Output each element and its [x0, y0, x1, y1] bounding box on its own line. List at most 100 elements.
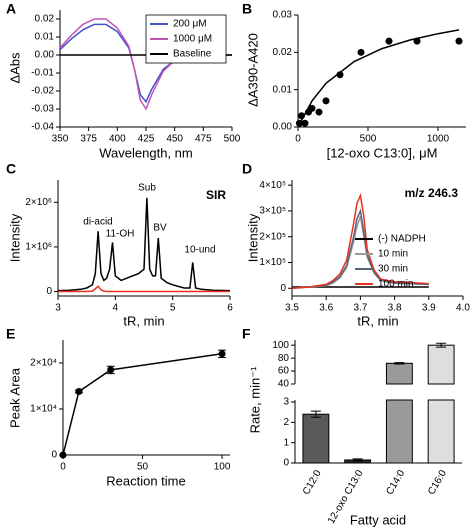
legend-label: Baseline — [173, 49, 212, 60]
y-axis-label: Peak Area — [7, 367, 22, 428]
x-tick-label: C14:0 — [384, 468, 407, 497]
y-tick-label: -0.04 — [31, 122, 54, 133]
data-point — [301, 119, 309, 127]
x-axis-label: Fatty acid — [350, 512, 406, 527]
y-tick-label: 3 — [283, 397, 289, 408]
y-axis-label: Intensity — [245, 213, 260, 262]
y-tick-label: 0.02 — [273, 47, 293, 58]
x-tick-label: C12:0 — [301, 468, 324, 497]
annotation: 10-und — [184, 245, 215, 256]
x-axis-label: Reaction time — [106, 473, 185, 488]
y-tick-label: 0 — [283, 458, 289, 469]
data-point — [315, 108, 323, 116]
data-point — [308, 104, 316, 112]
y-tick-label: 2×10⁶ — [25, 197, 52, 208]
data-point — [455, 37, 463, 45]
annotation: di-acid — [83, 217, 112, 228]
panel-letter: D — [242, 161, 252, 177]
y-tick-label: 2×10⁵ — [259, 231, 286, 242]
data-point — [322, 97, 330, 105]
legend-label: 1000 μM — [173, 34, 212, 45]
y-axis-label: ΔA390-A420 — [245, 33, 260, 107]
error-bar — [436, 342, 447, 348]
data-point — [218, 350, 226, 358]
x-tick-label: 350 — [52, 134, 69, 145]
x-tick-label: 3.9 — [422, 303, 436, 314]
x-tick-label: 0 — [60, 462, 66, 473]
bar — [427, 344, 455, 385]
data-line — [58, 285, 230, 293]
y-tick-label: 3×10⁵ — [259, 206, 286, 217]
x-tick-label: 0 — [295, 134, 301, 145]
y-tick-label: 1×10⁵ — [259, 257, 286, 268]
x-tick-label: 4.0 — [456, 303, 470, 314]
x-tick-label: 425 — [138, 134, 155, 145]
y-tick-label: 80 — [278, 353, 290, 364]
x-axis-label: tR, min — [123, 313, 164, 328]
y-tick-label: 0.00 — [273, 122, 293, 133]
y-axis-label: ΔAbs — [7, 52, 22, 84]
x-tick-label: 4 — [113, 303, 119, 314]
bar — [302, 413, 330, 464]
error-bar — [394, 362, 405, 365]
y-tick-label: 0.03 — [273, 10, 293, 21]
annotation: 11-OH — [106, 229, 135, 240]
subtitle: SIR — [206, 188, 226, 202]
annotation: BV — [153, 223, 167, 234]
x-tick-label: 1000 — [427, 134, 450, 145]
bar — [385, 362, 413, 385]
x-tick-label: C16:0 — [426, 468, 449, 497]
x-tick-label: 50 — [137, 462, 149, 473]
legend-label: 10 min — [378, 249, 408, 260]
legend-label: (-) NADPH — [378, 234, 426, 245]
x-tick-label: 500 — [224, 134, 241, 145]
panel-letter: E — [6, 326, 15, 342]
x-tick-label: 6 — [227, 303, 233, 314]
panel-letter: B — [242, 1, 252, 17]
annotation: Sub — [138, 183, 156, 194]
x-tick-label: 400 — [109, 134, 126, 145]
error-bar — [310, 410, 321, 418]
panel-letter: A — [6, 1, 16, 17]
y-tick-label: 1×10⁶ — [25, 242, 52, 253]
y-tick-label: 0.02 — [35, 14, 55, 25]
y-tick-label: 1×10⁴ — [30, 404, 57, 415]
x-axis-label: Wavelength, nm — [99, 145, 192, 160]
error-bar — [352, 458, 363, 462]
subtitle: m/z 246.3 — [405, 186, 459, 200]
x-tick-label: 375 — [80, 134, 97, 145]
x-tick-label: 500 — [360, 134, 377, 145]
y-tick-label: -0.02 — [31, 86, 54, 97]
data-point — [107, 366, 115, 374]
data-point — [357, 48, 365, 56]
y-tick-label: 0 — [51, 450, 57, 461]
data-point — [385, 37, 393, 45]
y-tick-label: 0.01 — [35, 32, 55, 43]
data-point — [75, 388, 83, 396]
legend-label: 100 min — [378, 279, 414, 290]
x-tick-label: 3.8 — [388, 303, 402, 314]
y-tick-label: 0.01 — [273, 84, 293, 95]
data-line — [62, 353, 223, 456]
bar — [385, 399, 413, 464]
data-point — [59, 451, 67, 459]
bar — [427, 399, 455, 464]
panel-letter: F — [242, 326, 251, 342]
legend-label: 200 μM — [173, 19, 207, 30]
y-tick-label: 100 — [272, 340, 289, 351]
data-line — [297, 29, 460, 128]
y-tick-label: 40 — [278, 379, 290, 390]
y-tick-label: 2×10⁴ — [30, 358, 57, 369]
y-tick-label: 2 — [283, 417, 289, 428]
x-axis-label: [12-oxo C13:0], μM — [327, 145, 438, 160]
x-tick-label: 3.6 — [319, 303, 333, 314]
x-tick-label: 3.7 — [353, 303, 367, 314]
y-tick-label: 60 — [278, 366, 290, 377]
y-tick-label: 1 — [283, 437, 289, 448]
y-tick-label: -0.03 — [31, 104, 54, 115]
y-tick-label: 0 — [46, 286, 52, 297]
y-tick-label: -0.01 — [31, 68, 54, 79]
x-axis-label: tR, min — [357, 313, 398, 328]
data-line — [291, 192, 429, 290]
